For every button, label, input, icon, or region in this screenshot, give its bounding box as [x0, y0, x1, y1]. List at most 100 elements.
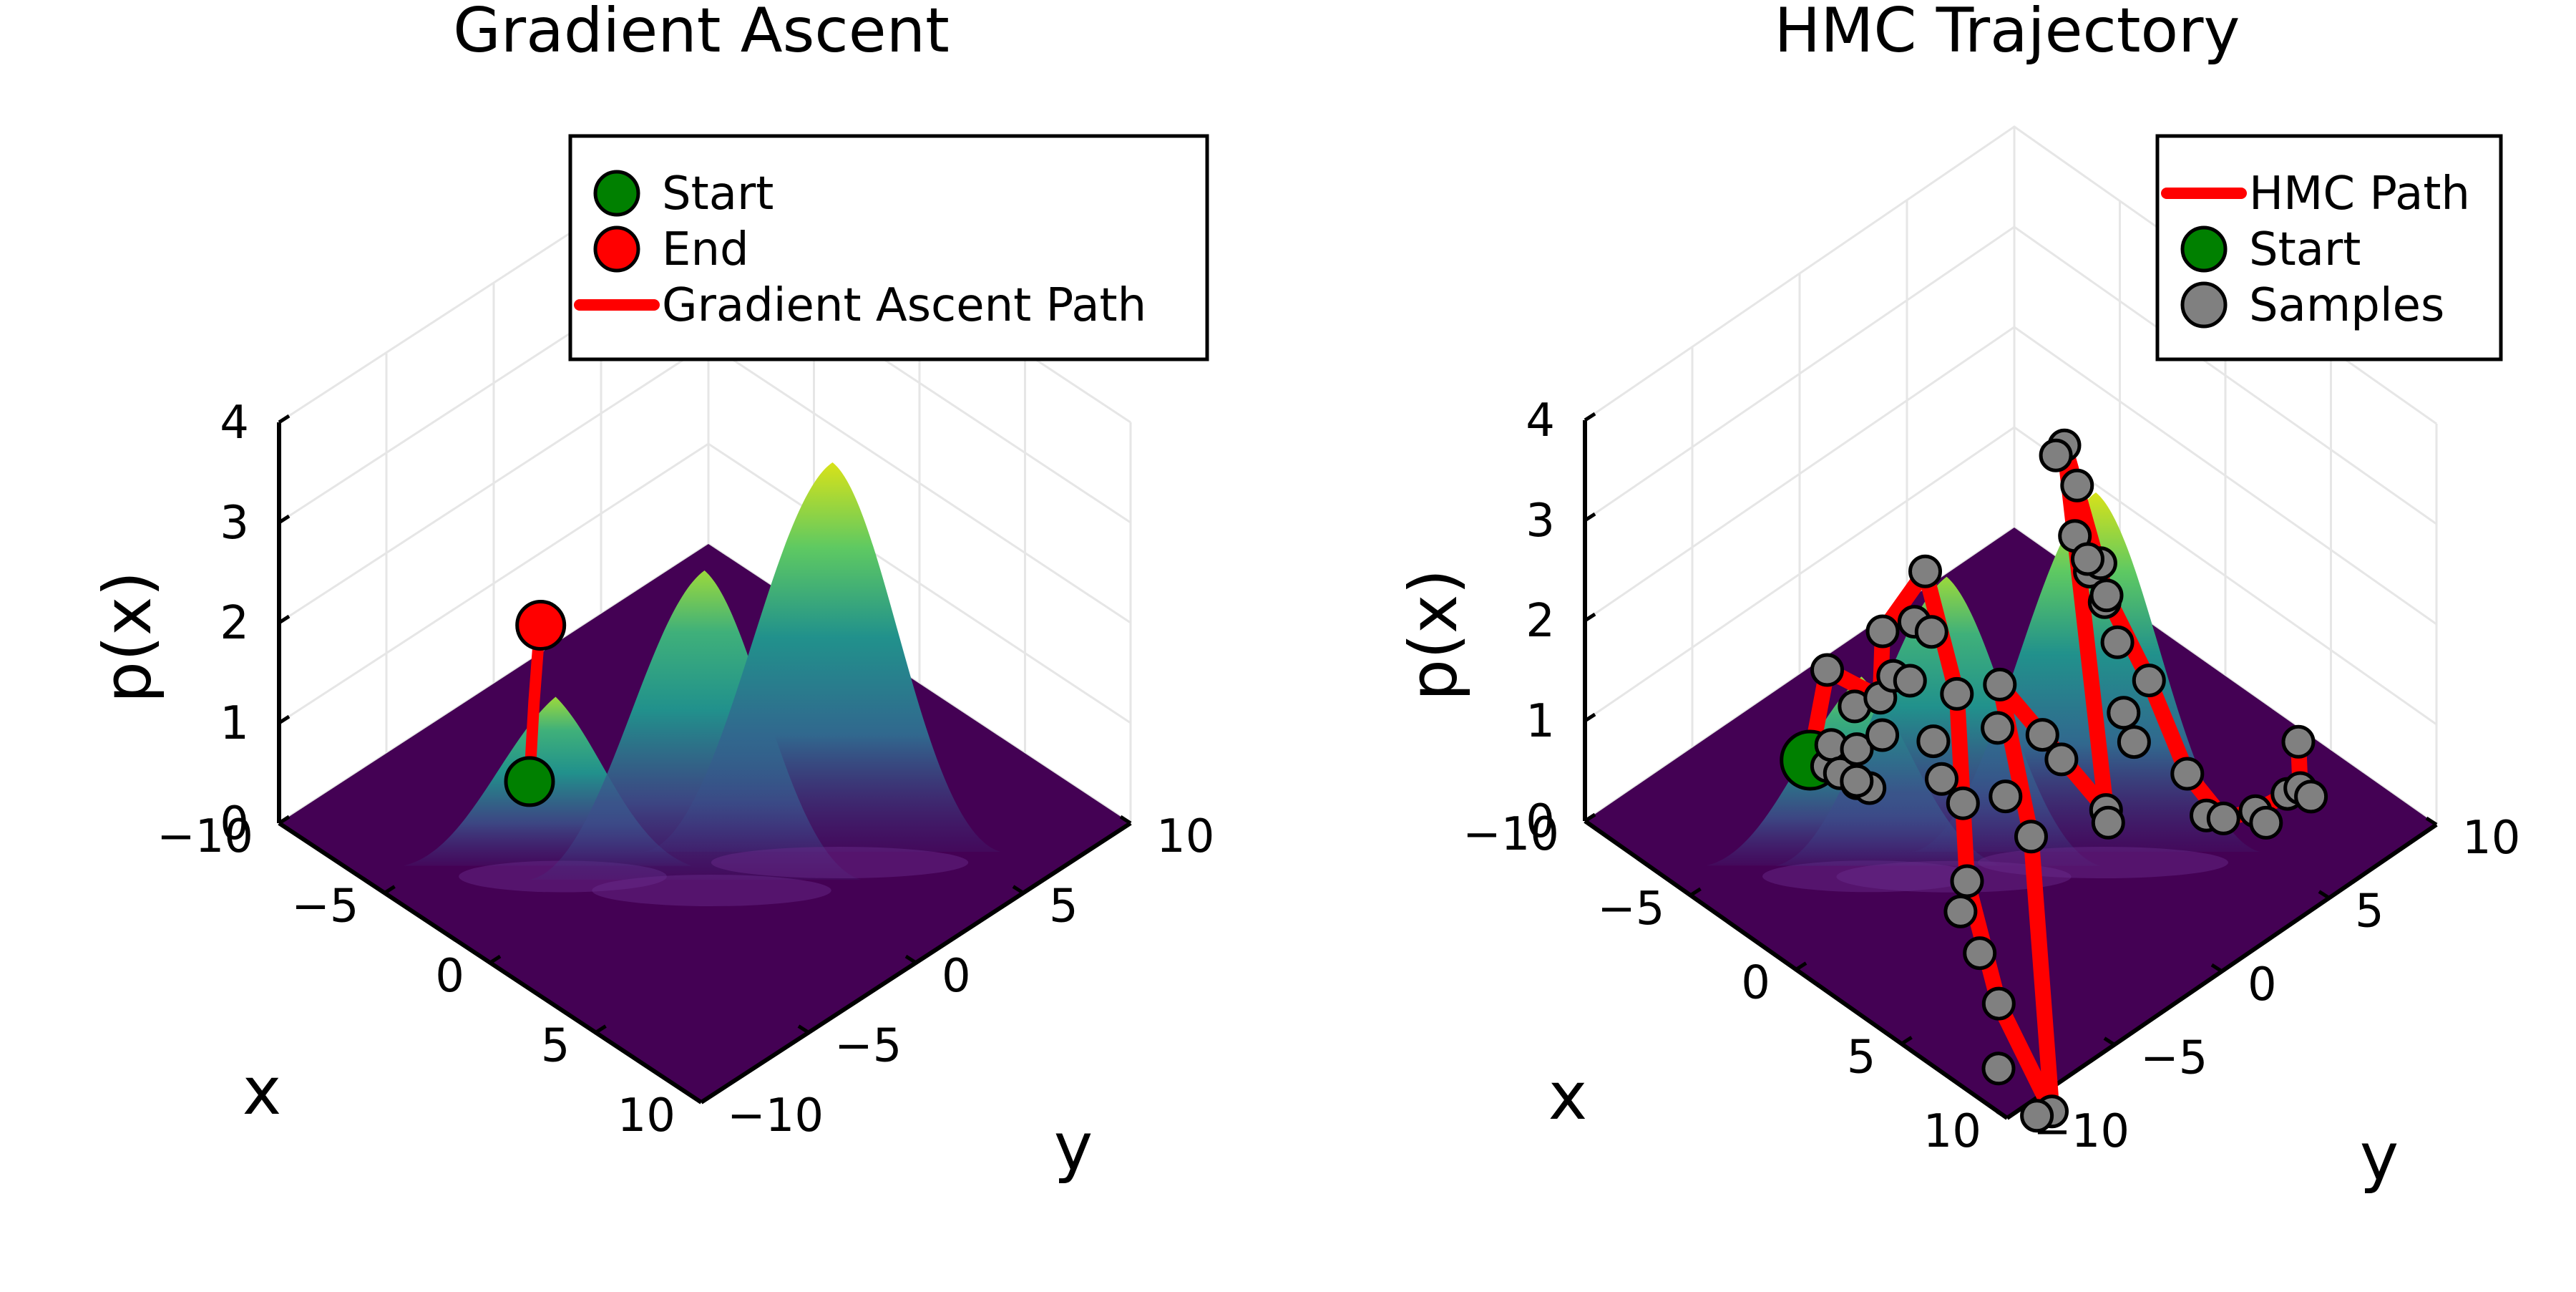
legend-marker-swatch: [2180, 225, 2228, 273]
y-tick-mark-4: [1119, 815, 1132, 825]
x-axis-label: x: [1548, 1058, 1587, 1135]
y-tick-label: 5: [1049, 880, 1078, 933]
sample-point: [2170, 757, 2205, 791]
start-point: [504, 756, 555, 807]
legend-box: [568, 134, 1209, 361]
sample-point: [2014, 820, 2048, 854]
y-tick-mark-2: [904, 954, 917, 965]
z-tick-label: 2: [1526, 595, 1555, 648]
chart-title: Gradient Ascent: [453, 0, 950, 67]
x-tick-mark-0: [278, 815, 291, 825]
z-tick-label: 0: [1526, 795, 1555, 848]
sample-point: [2107, 696, 2141, 730]
legend-marker-swatch: [2180, 281, 2228, 329]
sample-point: [1865, 614, 1900, 649]
y-tick-label: 10: [1156, 810, 1214, 863]
z-tick-label: 1: [220, 697, 249, 750]
x-axis-label: x: [243, 1053, 281, 1130]
sample-point: [2117, 725, 2151, 759]
end-point: [515, 600, 567, 651]
y-tick-mark-0: [690, 1094, 703, 1104]
x-tick-label: −5: [291, 880, 358, 933]
x-tick-label: 10: [618, 1089, 675, 1142]
sample-point: [1981, 1051, 2016, 1086]
sample-point: [1893, 664, 1927, 698]
x-tick-mark-4: [700, 1094, 713, 1104]
sample-point: [2025, 718, 2059, 752]
sample-point: [1981, 711, 2015, 745]
y-tick-mark-1: [797, 1024, 810, 1034]
z-axis-label: p(x): [1395, 569, 1472, 701]
sample-point: [1840, 732, 1874, 767]
y-tick-mark-3: [2318, 890, 2331, 900]
legend-label: Start: [2249, 223, 2361, 276]
y-tick-label: 10: [2462, 812, 2520, 865]
sample-point: [1946, 786, 1980, 820]
x-tick-label: −10: [1463, 808, 1559, 861]
sample-point: [2281, 724, 2316, 759]
x-tick-mark-1: [384, 885, 396, 895]
z-tick-mark-2: [278, 614, 291, 625]
y-tick-label: 5: [2355, 885, 2384, 938]
sample-point: [2089, 578, 2124, 613]
sample-point: [1981, 986, 2016, 1021]
x-tick-mark-2: [1795, 961, 1807, 971]
x-tick-mark-0: [1584, 812, 1596, 823]
legend-label: Start: [662, 167, 774, 220]
sample-point: [2060, 468, 2094, 502]
sample-point: [2206, 801, 2240, 835]
sample-point: [1940, 676, 1974, 711]
z-tick-label: 0: [220, 797, 249, 850]
sample-point: [2039, 438, 2073, 472]
z-tick-mark-4: [1584, 412, 1596, 422]
sample-point: [1840, 764, 1874, 798]
surface-peak-shadow-2: [711, 847, 969, 878]
sample-point: [1943, 894, 1978, 928]
x-tick-mark-4: [2006, 1109, 2019, 1120]
y-tick-label: 0: [942, 950, 971, 1003]
y-tick-mark-4: [2425, 816, 2438, 827]
legend-label: HMC Path: [2249, 167, 2470, 220]
sample-point: [1908, 554, 1942, 588]
x-tick-label: 0: [1741, 957, 1770, 1010]
z-tick-mark-3: [1584, 512, 1596, 523]
surface-peak-shadow-2: [1978, 847, 2228, 878]
sample-point: [2071, 542, 2104, 576]
y-axis-label: y: [1054, 1109, 1093, 1185]
surface-peak-shadow-0: [1762, 860, 1975, 893]
z-tick-label: 3: [220, 497, 249, 550]
z-tick-mark-1: [278, 714, 291, 725]
z-tick-label: 2: [220, 597, 249, 650]
sample-point: [2091, 805, 2125, 840]
x-tick-label: −10: [157, 810, 253, 863]
sample-point: [2132, 664, 2166, 698]
surface-peak-2: [644, 462, 1001, 852]
sample-point: [1914, 615, 1948, 649]
legend-marker-swatch: [593, 170, 640, 217]
x-tick-label: 5: [1847, 1031, 1876, 1084]
x-tick-mark-1: [1689, 887, 1702, 897]
y-tick-label: 0: [2248, 958, 2277, 1011]
sample-point: [1989, 779, 2023, 814]
z-axis-label: p(x): [89, 571, 166, 704]
y-tick-mark-2: [2210, 963, 2223, 973]
surface-peak-shadow-1: [592, 875, 831, 906]
y-tick-label: −5: [2140, 1032, 2207, 1085]
z-tick-label: 4: [1526, 394, 1555, 447]
sample-point: [2294, 779, 2328, 814]
y-tick-label: −5: [834, 1020, 902, 1073]
sample-point: [2249, 805, 2283, 840]
y-axis-label: y: [2360, 1119, 2399, 1195]
z-tick-label: 3: [1526, 495, 1555, 548]
legend-label: Gradient Ascent Path: [662, 279, 1146, 332]
y-tick-mark-1: [2103, 1036, 2116, 1046]
sample-point: [1963, 936, 1997, 971]
sample-point: [2044, 742, 2079, 777]
z-tick-mark-4: [278, 414, 291, 424]
chart-title: HMC Trajectory: [1775, 0, 2240, 67]
y-tick-mark-3: [1012, 885, 1025, 895]
sample-point: [2020, 1099, 2054, 1133]
